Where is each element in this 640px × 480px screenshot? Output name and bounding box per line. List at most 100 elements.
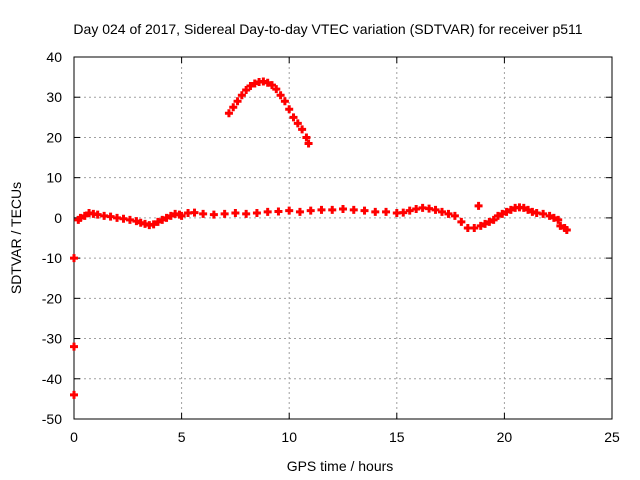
data-point (519, 203, 528, 212)
data-point (298, 125, 307, 134)
data-point (252, 209, 261, 218)
y-tick-label: -30 (42, 331, 62, 347)
data-points (70, 77, 571, 399)
y-tick-label: 0 (54, 210, 62, 226)
data-point (233, 97, 242, 106)
data-point (405, 206, 414, 215)
data-point (539, 209, 548, 218)
x-tick-label: 5 (178, 429, 186, 445)
data-point (306, 206, 315, 215)
data-point (158, 215, 167, 224)
data-point (444, 209, 453, 218)
data-point (199, 209, 208, 218)
x-tick-label: 0 (70, 429, 78, 445)
data-point (371, 207, 380, 216)
x-tick-label: 20 (497, 429, 513, 445)
data-point (349, 205, 358, 214)
data-point (70, 390, 78, 399)
plot-area-border (73, 56, 613, 420)
data-point (209, 210, 218, 219)
data-point (149, 220, 158, 229)
data-point (267, 81, 276, 90)
data-point (498, 209, 507, 218)
data-point (524, 205, 533, 214)
x-axis-tick-labels: 0 5 10 15 20 25 (70, 429, 620, 445)
data-point (229, 103, 238, 112)
y-axis-tick-labels: -50 -40 -30 -20 -10 0 10 20 30 40 (42, 49, 62, 427)
data-point (489, 215, 498, 224)
data-point (274, 207, 283, 216)
y-tick-label: 30 (46, 89, 62, 105)
data-point (276, 91, 285, 100)
data-point (457, 217, 466, 226)
data-point (328, 205, 337, 214)
data-point (242, 85, 251, 94)
data-point (450, 211, 459, 220)
x-tick-label: 25 (604, 429, 620, 445)
data-point (220, 209, 229, 218)
data-point (80, 211, 89, 220)
data-point (502, 207, 511, 216)
y-tick-label: 10 (46, 170, 62, 186)
data-point (470, 223, 479, 232)
data-point (263, 78, 272, 87)
data-point (554, 215, 563, 224)
y-tick-label: -50 (42, 411, 62, 427)
data-point (360, 206, 369, 215)
data-point (304, 139, 313, 148)
grid-lines (74, 57, 612, 419)
chart-title: Day 024 of 2017, Sidereal Day-to-day VTE… (73, 21, 582, 37)
data-point (166, 211, 175, 220)
data-point (295, 207, 304, 216)
data-point (162, 213, 171, 222)
axis-ticks (73, 56, 613, 420)
y-tick-label: -20 (42, 290, 62, 306)
data-point (562, 225, 571, 234)
y-tick-label: 40 (46, 49, 62, 65)
data-point (177, 211, 186, 220)
data-point (70, 342, 78, 351)
data-point (132, 217, 141, 226)
data-point (237, 91, 246, 100)
data-point (190, 208, 199, 217)
y-tick-label: 20 (46, 129, 62, 145)
data-point (549, 213, 558, 222)
data-point (242, 209, 251, 218)
x-tick-label: 15 (389, 429, 405, 445)
y-axis-label: SDTVAR / TECUs (8, 182, 24, 294)
data-point (431, 205, 440, 214)
data-point (70, 254, 78, 263)
x-axis-label: GPS time / hours (287, 458, 394, 474)
data-point (76, 213, 85, 222)
x-tick-label: 10 (281, 429, 297, 445)
data-point (280, 97, 289, 106)
data-point (556, 221, 565, 230)
data-point (485, 217, 494, 226)
y-tick-label: -10 (42, 250, 62, 266)
data-point (289, 113, 298, 122)
data-point (263, 207, 272, 216)
data-point (224, 109, 233, 118)
data-point (285, 105, 294, 114)
data-point (302, 133, 311, 142)
data-point (476, 221, 485, 230)
data-point (153, 217, 162, 226)
y-tick-label: -40 (42, 371, 62, 387)
data-point (317, 205, 326, 214)
data-point (481, 219, 490, 228)
data-point (285, 206, 294, 215)
data-point (246, 81, 255, 90)
data-point (250, 79, 259, 88)
data-point (399, 208, 408, 217)
data-point (506, 205, 515, 214)
data-point (545, 211, 554, 220)
data-point (293, 119, 302, 128)
data-point (382, 207, 391, 216)
data-point (231, 209, 240, 218)
data-point (474, 201, 483, 210)
data-point (339, 205, 347, 214)
data-point (437, 207, 446, 216)
data-point (272, 85, 281, 94)
